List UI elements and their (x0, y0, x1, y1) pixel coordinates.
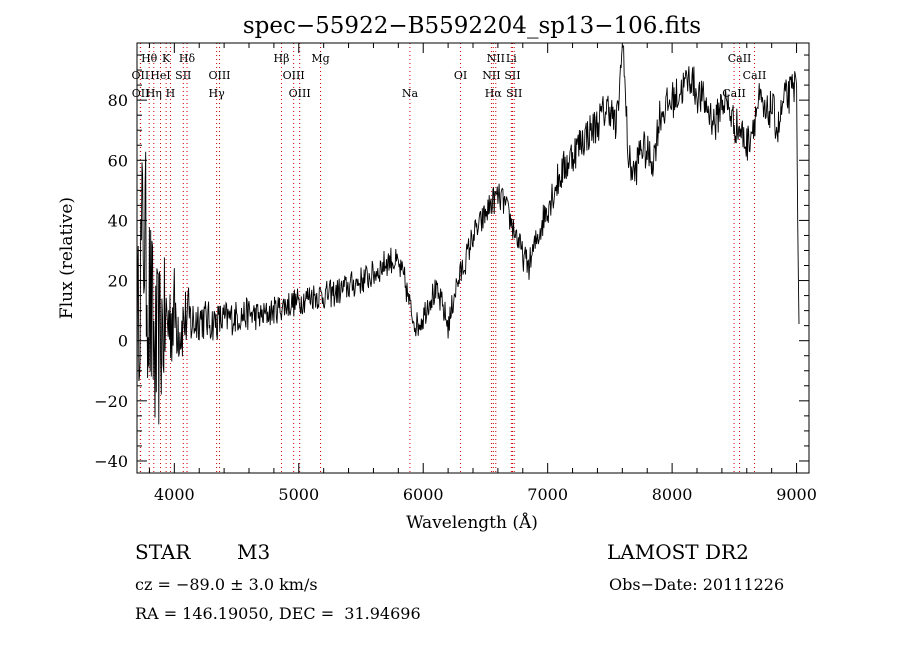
spectrum-line (136, 45, 800, 425)
line-label: NII (482, 69, 500, 82)
y-tick-label: 40 (108, 211, 128, 230)
line-label: OIII (289, 87, 311, 100)
line-label: OI (454, 69, 467, 82)
x-tick-label: 4000 (154, 485, 195, 504)
axis-ticks (137, 43, 809, 473)
y-tick-label: 60 (108, 151, 128, 170)
y-tick-label: 20 (108, 272, 128, 291)
x-tick-label: 5000 (278, 485, 319, 504)
line-label: OIII (283, 69, 305, 82)
axis-tick-labels: 4000 5000 6000 7000 8000 9000 −40 −20 0 20 40 60 80 (94, 91, 817, 504)
line-label: OII (132, 69, 150, 82)
x-tick-label: 8000 (652, 485, 693, 504)
line-label: Mg (311, 52, 329, 65)
line-label: CaII (743, 69, 767, 82)
line-label: OIII (208, 69, 230, 82)
line-label: Hβ (274, 52, 290, 65)
object-type: STAR (135, 540, 191, 564)
line-label: CaII (728, 52, 752, 65)
y-tick-label: −40 (94, 452, 128, 471)
line-label: K (162, 52, 171, 65)
object-subclass: M3 (237, 540, 271, 564)
line-label: Hγ (209, 87, 226, 100)
spectral-line-markers (139, 43, 755, 473)
line-label: SII (506, 87, 522, 100)
y-tick-label: 0 (118, 332, 128, 351)
redshift-velocity: cz = −89.0 ± 3.0 km/s (135, 575, 318, 594)
sky-coordinates: RA = 146.19050, DEC = 31.94696 (135, 604, 421, 623)
y-tick-label: 80 (108, 91, 128, 110)
line-label: Hη (146, 87, 162, 100)
line-label: Hα (485, 87, 503, 100)
x-tick-label: 7000 (527, 485, 568, 504)
line-label: Na (402, 87, 419, 100)
chart-title: spec−55922−B5592204_sp13−106.fits (243, 13, 701, 39)
y-axis-label: Flux (relative) (57, 197, 77, 319)
spectrum-series (136, 45, 800, 425)
observation-date: Obs−Date: 20111226 (609, 575, 785, 594)
x-tick-label: 9000 (776, 485, 817, 504)
line-label: HeI (150, 69, 170, 82)
line-label: Hθ (141, 52, 158, 65)
y-tick-label: −20 (94, 392, 128, 411)
line-label: H (166, 87, 176, 100)
x-axis-label: Wavelength (Å) (406, 512, 538, 533)
line-label: Li (506, 52, 517, 65)
survey-name: LAMOST DR2 (607, 540, 749, 564)
line-label: OII (132, 87, 150, 100)
line-label: NII (487, 52, 505, 65)
line-label: SII (175, 69, 191, 82)
line-label: Hδ (179, 52, 196, 65)
x-tick-label: 6000 (403, 485, 444, 504)
line-label: SII (504, 69, 520, 82)
